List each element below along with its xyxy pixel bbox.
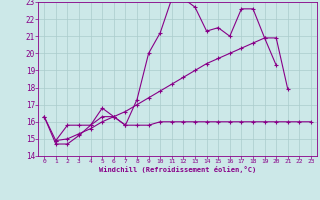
- X-axis label: Windchill (Refroidissement éolien,°C): Windchill (Refroidissement éolien,°C): [99, 166, 256, 173]
